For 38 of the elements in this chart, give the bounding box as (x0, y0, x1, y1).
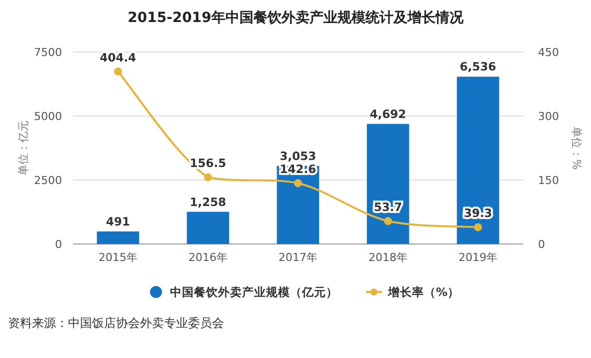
x-tick-label: 2015年 (98, 251, 138, 264)
data-label: 156.5 (190, 156, 226, 170)
data-label: 404.4 (100, 50, 136, 64)
legend-label: 增长率（%） (387, 285, 460, 299)
y2-tick-label: 300 (538, 110, 559, 123)
point (384, 217, 392, 226)
data-label: 142.6 (280, 162, 316, 176)
bar (366, 124, 410, 244)
data-label: 53.7 (374, 200, 402, 214)
data-label: 39.3 (464, 206, 492, 220)
bar (186, 212, 230, 244)
y2-tick-label: 150 (538, 174, 559, 187)
y2-axis-title: 单位：% (570, 126, 583, 170)
point (474, 223, 482, 232)
y-tick-label: 2500 (34, 174, 62, 187)
point (204, 173, 212, 182)
data-label: 6,536 (460, 60, 496, 74)
data-label: 1,258 (190, 194, 226, 209)
data-label: 491 (106, 214, 130, 228)
x-tick-label: 2017年 (278, 251, 318, 264)
y2-tick-label: 450 (538, 46, 559, 59)
x-tick-label: 2016年 (188, 251, 228, 264)
x-tick-label: 2019年 (458, 251, 498, 264)
data-label: 3,053 (280, 148, 316, 163)
y-tick-label: 5000 (34, 110, 62, 123)
bar (456, 76, 500, 244)
title: 2015-2019年中国餐饮外卖产业规模统计及增长情况 (128, 10, 464, 26)
y-axis-title: 单位：亿元 (17, 120, 30, 176)
data-label: 4,692 (370, 106, 406, 121)
text: 资料来源：中国饭店协会外卖专业委员会 (8, 316, 224, 330)
point (114, 67, 122, 76)
legend-label: 中国餐饮外卖产业规模（亿元） (170, 285, 338, 299)
y2-tick-label: 0 (538, 238, 545, 251)
x-tick-label: 2018年 (368, 251, 408, 264)
y-tick-label: 7500 (34, 46, 62, 59)
y-tick-label: 0 (55, 238, 62, 251)
bar (96, 231, 140, 244)
point (294, 179, 302, 188)
